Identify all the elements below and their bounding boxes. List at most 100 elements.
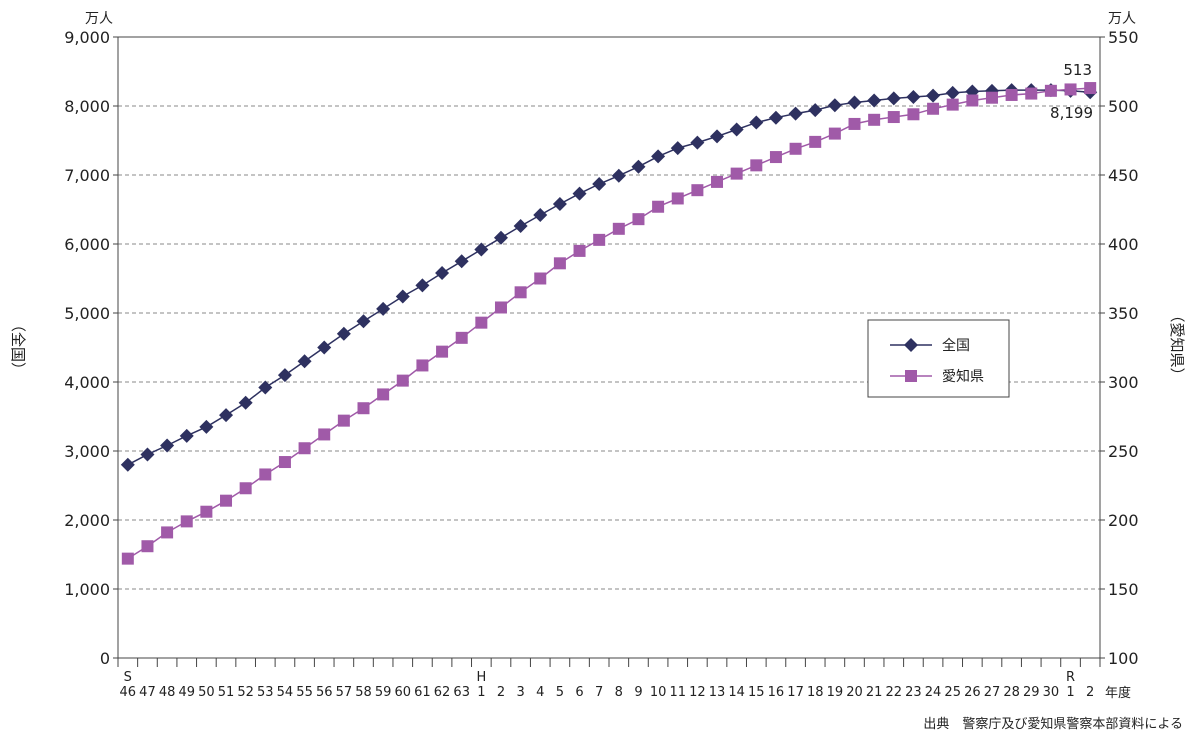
point-aichi <box>711 175 724 188</box>
point-national <box>926 88 941 103</box>
point-aichi <box>868 113 881 126</box>
point-national <box>847 95 862 110</box>
point-aichi <box>789 142 802 155</box>
point-aichi <box>220 494 233 507</box>
x-tick-label: 50 <box>198 685 215 700</box>
x-tick-label: 47 <box>139 685 156 700</box>
point-national <box>533 208 548 223</box>
point-aichi <box>632 213 645 226</box>
x-tick-label: 59 <box>375 685 392 700</box>
point-national <box>670 141 685 156</box>
left-unit-label: 万人 <box>85 11 113 27</box>
point-national <box>552 196 567 211</box>
point-aichi <box>436 345 449 358</box>
x-tick-label: 9 <box>634 685 642 700</box>
x-tick-label: 48 <box>159 685 176 700</box>
point-national <box>631 159 646 174</box>
point-aichi <box>278 456 291 469</box>
end-label-national: 8,199 <box>1050 104 1093 122</box>
legend-label-aichi: 愛知県 <box>942 368 984 385</box>
point-aichi <box>1005 88 1018 101</box>
point-national <box>690 135 705 150</box>
point-aichi <box>416 359 429 372</box>
legend: 全国 愛知県 <box>867 319 1010 398</box>
point-aichi <box>318 428 331 441</box>
point-aichi <box>553 257 566 270</box>
x-tick-label: 24 <box>925 685 942 700</box>
end-label-aichi: 513 <box>1063 61 1092 79</box>
point-national <box>651 149 666 164</box>
x-tick-label: 61 <box>414 685 431 700</box>
right-tick-label: 450 <box>1108 166 1139 185</box>
point-national <box>160 438 175 453</box>
point-aichi <box>985 91 998 104</box>
point-national <box>945 85 960 100</box>
point-aichi <box>1044 84 1057 97</box>
x-tick-label: 56 <box>316 685 333 700</box>
x-tick-label: 21 <box>866 685 883 700</box>
point-national <box>454 254 469 269</box>
point-aichi <box>1025 87 1038 100</box>
point-national <box>808 103 823 118</box>
point-aichi <box>946 98 959 111</box>
point-national <box>238 395 253 410</box>
x-tick-label: 1 <box>1066 685 1074 700</box>
x-tick-label: 4 <box>536 685 544 700</box>
left-tick-label: 6,000 <box>64 235 110 254</box>
x-tick-label: 55 <box>296 685 313 700</box>
point-national <box>710 129 725 144</box>
right-tick-label: 200 <box>1108 511 1139 530</box>
series-line-national <box>127 89 1091 466</box>
point-national <box>395 289 410 304</box>
right-tick-label: 300 <box>1108 373 1139 392</box>
point-aichi <box>809 135 822 148</box>
x-tick-label: 30 <box>1043 685 1060 700</box>
left-tick-label: 7,000 <box>64 166 110 185</box>
x-tick-label: 46 <box>120 685 137 700</box>
point-national <box>474 242 489 257</box>
x-tick-label: 12 <box>689 685 706 700</box>
point-national <box>277 368 292 383</box>
left-tick-label: 5,000 <box>64 304 110 323</box>
right-unit-label: 万人 <box>1108 11 1136 27</box>
x-tick-label: 52 <box>237 685 254 700</box>
point-aichi <box>121 552 134 565</box>
left-tick-label: 9,000 <box>64 28 110 47</box>
point-aichi <box>200 505 213 518</box>
series-layer <box>120 82 1098 565</box>
point-aichi <box>887 111 900 124</box>
era-marker-label: H <box>476 670 486 685</box>
right-tick-label: 250 <box>1108 442 1139 461</box>
point-national <box>376 301 391 316</box>
point-national <box>297 354 312 369</box>
point-national <box>219 408 234 423</box>
left-axis: 0 1,000 2,000 3,000 4,000 5,000 6,000 7,000 8,00… <box>64 28 118 668</box>
x-tick-label: 6 <box>575 685 583 700</box>
x-tick-label: 2 <box>1086 685 1094 700</box>
x-tick-label: 17 <box>787 685 804 700</box>
legend-marker-aichi <box>905 370 917 382</box>
x-tick-label: 20 <box>846 685 863 700</box>
x-tick-label: 7 <box>595 685 603 700</box>
source-note: 出典 警察庁及び愛知県警察本部資料による <box>923 717 1183 732</box>
point-aichi <box>239 482 252 495</box>
right-tick-label: 150 <box>1108 580 1139 599</box>
x-tick-label: 3 <box>516 685 524 700</box>
x-tick-label: 22 <box>886 685 903 700</box>
x-tick-label: 13 <box>709 685 726 700</box>
point-national <box>140 447 155 462</box>
point-aichi <box>494 301 507 314</box>
x-tick-label: 16 <box>768 685 785 700</box>
point-aichi <box>298 442 311 455</box>
x-tick-label: 15 <box>748 685 765 700</box>
point-aichi <box>475 316 488 329</box>
left-tick-label: 8,000 <box>64 97 110 116</box>
point-aichi <box>573 244 586 257</box>
point-aichi <box>180 515 193 528</box>
x-tick-label: 19 <box>827 685 844 700</box>
point-aichi <box>907 108 920 121</box>
point-aichi <box>966 94 979 107</box>
right-tick-label: 350 <box>1108 304 1139 323</box>
gridlines <box>118 105 1100 590</box>
point-national <box>827 98 842 113</box>
